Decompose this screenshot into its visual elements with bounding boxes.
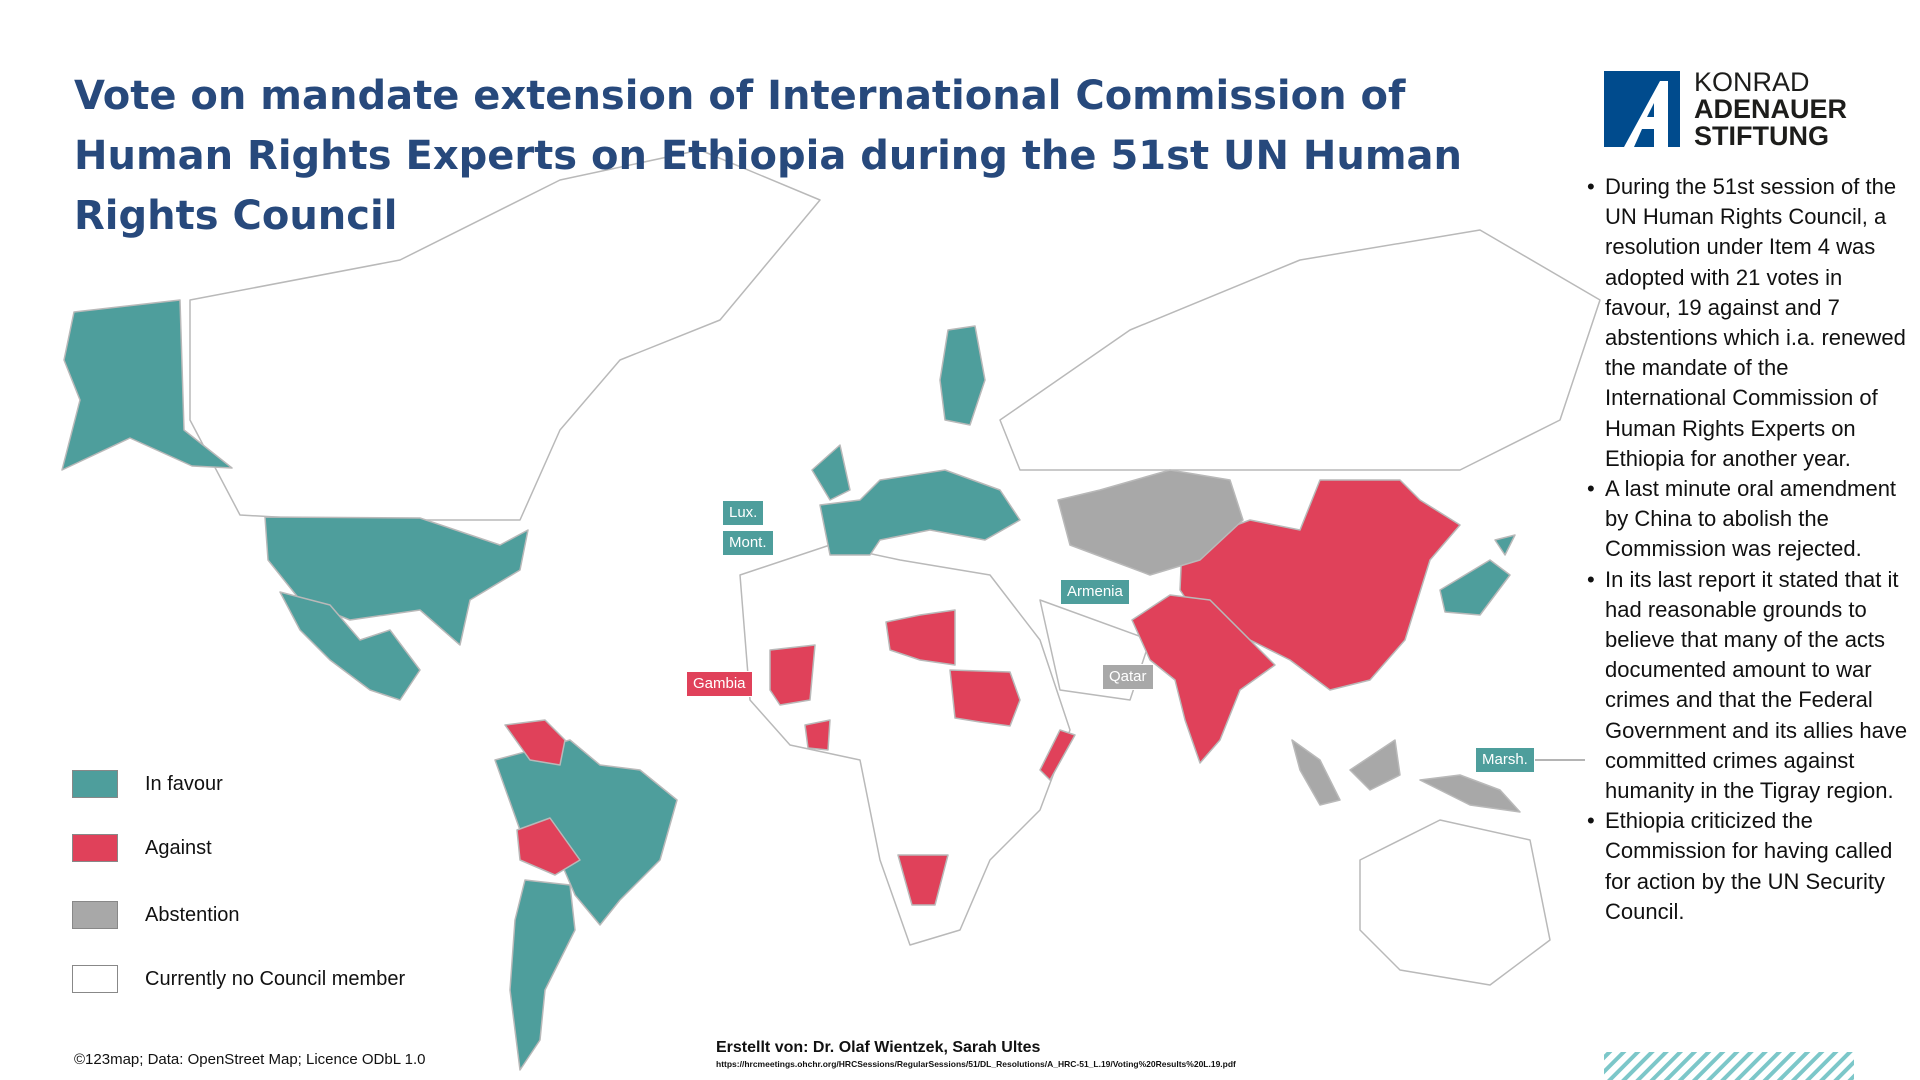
region <box>1057 469 1244 576</box>
map-label: Qatar <box>1102 664 1154 690</box>
region <box>769 644 831 751</box>
region <box>509 879 576 1071</box>
bullet: During the 51st session of the UN Human … <box>1585 172 1910 474</box>
map-label: Lux. <box>722 500 765 526</box>
source-url: https://hrcmeetings.ohchr.org/HRCSession… <box>716 1059 1236 1069</box>
region <box>189 149 821 521</box>
legend-swatch <box>72 770 118 798</box>
legend-label: In favour <box>145 773 223 795</box>
region <box>939 325 986 426</box>
region <box>739 544 1071 946</box>
legend-swatch <box>72 965 118 993</box>
logo-mark <box>1604 71 1680 147</box>
map-label: Gambia <box>686 671 753 697</box>
logo-text: ADENAUER <box>1694 94 1848 124</box>
region <box>1039 729 1076 781</box>
region <box>61 299 233 471</box>
logo-text: KONRAD <box>1694 67 1810 97</box>
region <box>279 591 421 701</box>
region <box>1439 534 1516 616</box>
bullet: In its last report it stated that it had… <box>1585 565 1910 807</box>
region <box>885 609 956 666</box>
bullet: A last minute oral amendment by China to… <box>1585 474 1910 565</box>
region <box>811 444 1021 556</box>
authors: Erstellt von: Dr. Olaf Wientzek, Sarah U… <box>716 1039 1041 1056</box>
legend-label: Abstention <box>145 904 240 926</box>
region <box>999 229 1601 471</box>
legend-swatch <box>72 834 118 862</box>
map-label: Marsh. <box>1475 747 1535 773</box>
region <box>1291 739 1521 813</box>
legend-label: Against <box>145 837 212 859</box>
map-label: Mont. <box>722 530 774 556</box>
title: Vote on mandate extension of Internation… <box>74 73 1462 239</box>
region <box>1131 594 1276 764</box>
region <box>949 669 1021 727</box>
bullet: Ethiopia criticized the Commission for h… <box>1585 806 1910 927</box>
bullet-list: During the 51st session of the UN Human … <box>1585 172 1910 927</box>
legend-swatch <box>72 901 118 929</box>
map-label: Armenia <box>1060 579 1130 605</box>
region <box>1359 819 1551 986</box>
region <box>504 719 581 876</box>
region <box>897 854 949 906</box>
region <box>264 516 529 646</box>
legend-label: Currently no Council member <box>145 968 406 990</box>
hatched-bar <box>1604 1052 1854 1080</box>
map-credit: ©123map; Data: OpenStreet Map; Licence O… <box>74 1051 426 1068</box>
logo-text: STIFTUNG <box>1694 121 1829 151</box>
